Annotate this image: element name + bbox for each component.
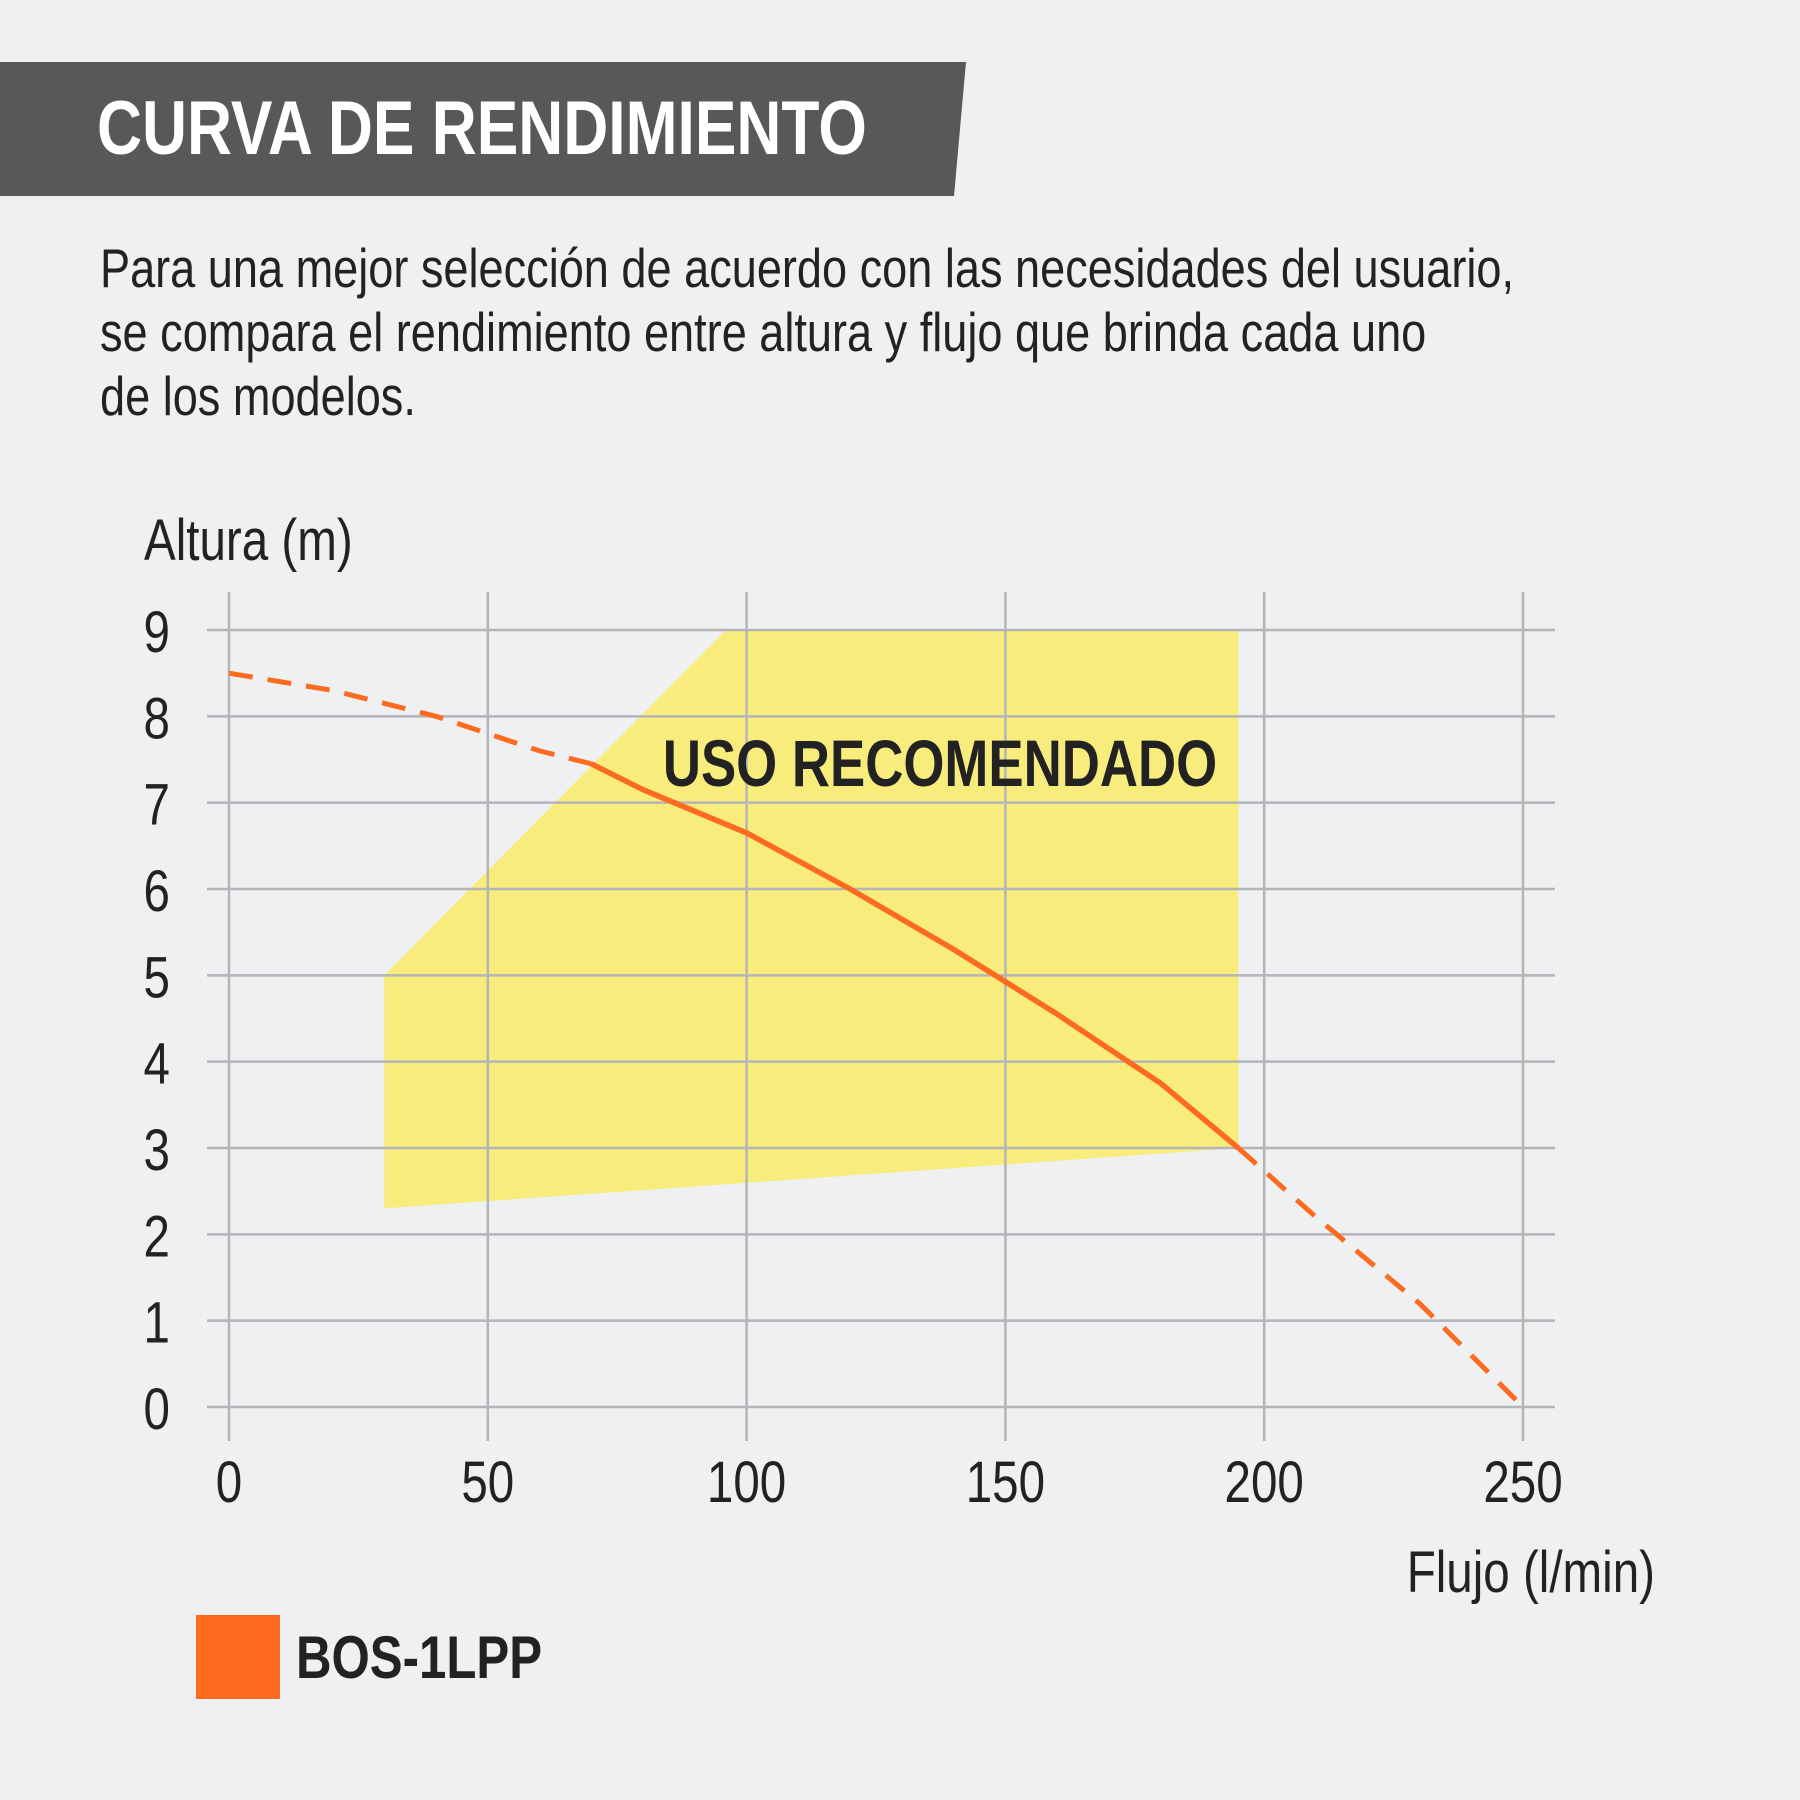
intro-paragraph: Para una mejor selección de acuerdo con …	[100, 236, 1560, 428]
x-tick-label: 150	[966, 1451, 1045, 1516]
y-tick-label: 2	[144, 1205, 170, 1270]
grid-layer	[207, 592, 1555, 1441]
y-tick-label: 9	[144, 601, 170, 666]
y-tick-label: 6	[144, 860, 170, 925]
curve-dashed-start	[228, 670, 592, 767]
y-tick-label: 1	[144, 1291, 170, 1356]
intro-line-2: se compara el rendimiento entre altura y…	[100, 301, 1427, 363]
x-tick-label: 200	[1225, 1451, 1304, 1516]
x-tick-label: 250	[1483, 1451, 1562, 1516]
y-tick-label: 4	[144, 1032, 170, 1097]
label-layer: 0 1 2 3 4 5 6 7 8 9 0 50 100 150 200 250 Altura (m) Flujo…	[144, 509, 1655, 1606]
page-title: CURVA DE RENDIMIENTO	[97, 86, 867, 171]
curve-layer	[228, 670, 1525, 1409]
y-axis-label: Altura (m)	[144, 509, 353, 574]
legend-swatch	[196, 1615, 280, 1699]
x-axis-label: Flujo (l/min)	[1407, 1541, 1655, 1606]
legend: BOS-1LPP	[196, 1615, 596, 1699]
y-tick-label: 7	[144, 773, 170, 838]
title-banner: CURVA DE RENDIMIENTO	[0, 62, 966, 196]
x-tick-label: 0	[216, 1451, 242, 1516]
intro-line-3: de los modelos.	[100, 365, 416, 427]
recommended-zone-layer	[384, 630, 1239, 1209]
curve-solid	[590, 761, 1241, 1151]
recommended-zone-label: USO RECOMENDADO	[663, 726, 1217, 800]
y-tick-label: 5	[144, 946, 170, 1011]
x-tick-label: 100	[707, 1451, 786, 1516]
y-tick-label: 0	[144, 1378, 170, 1443]
y-tick-label: 8	[144, 687, 170, 752]
legend-label: BOS-1LPP	[296, 1623, 543, 1691]
recommended-zone	[384, 630, 1239, 1209]
y-tick-label: 3	[144, 1119, 170, 1184]
intro-line-1: Para una mejor selección de acuerdo con …	[100, 237, 1515, 299]
curve-dashed-end	[1236, 1146, 1525, 1409]
x-tick-label: 50	[461, 1451, 514, 1516]
